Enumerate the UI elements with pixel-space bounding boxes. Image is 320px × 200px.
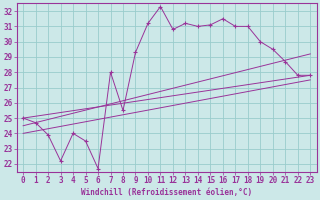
X-axis label: Windchill (Refroidissement éolien,°C): Windchill (Refroidissement éolien,°C) (81, 188, 252, 197)
